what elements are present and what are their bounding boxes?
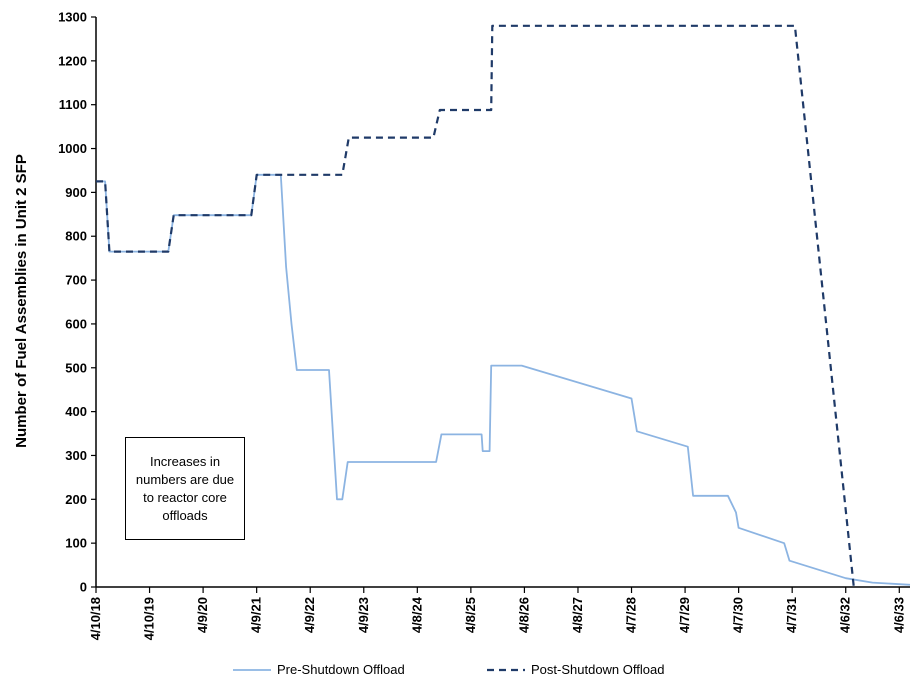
y-tick-label: 1000 (58, 141, 87, 156)
x-ticks: 4/10/18 4/10/19 4/9/20 4/9/21 4/9/22 4/9/23 4/… (88, 587, 906, 640)
x-tick-label: 4/8/27 (570, 597, 585, 633)
x-tick-label: 4/9/21 (249, 597, 264, 633)
series-line-post-shutdown (96, 24, 855, 588)
x-tick-label: 4/7/28 (624, 597, 639, 633)
x-tick-label: 4/8/25 (463, 597, 478, 633)
y-tick-label: 0 (80, 580, 87, 595)
x-tick-label: 4/7/31 (784, 597, 799, 633)
series-layer (96, 24, 911, 588)
x-tick-label: 4/10/19 (142, 597, 157, 640)
y-tick-label: 300 (65, 448, 87, 463)
y-tick-label: 1100 (59, 97, 87, 112)
x-tick-label: 4/8/26 (516, 597, 531, 633)
x-tick-label: 4/9/22 (302, 597, 317, 633)
y-tick-label: 900 (65, 185, 87, 200)
y-tick-label: 1200 (58, 53, 87, 68)
y-tick-label: 200 (65, 492, 87, 507)
legend: Pre-Shutdown Offload Post-Shutdown Offloa… (233, 662, 664, 677)
y-tick-label: 700 (65, 273, 87, 288)
y-axis-label-group: Number of Fuel Assemblies in Unit 2 SFP (13, 154, 30, 448)
series-line-pre-shutdown (96, 173, 911, 586)
x-tick-label: 4/9/20 (195, 597, 210, 633)
x-tick-label: 4/10/18 (88, 597, 103, 640)
y-tick-label: 100 (65, 536, 87, 551)
x-tick-label: 4/7/29 (677, 597, 692, 633)
y-tick-label: 600 (65, 316, 87, 331)
y-tick-label: 800 (65, 229, 87, 244)
x-tick-label: 4/8/24 (409, 596, 424, 633)
y-ticks: 0 100 200 300 400 500 600 700 800 900 1000 1100 1200… (58, 10, 96, 595)
x-tick-label: 4/6/32 (838, 597, 853, 633)
annotation-box: Increases in numbers are due to reactor … (125, 437, 245, 540)
y-tick-label: 500 (65, 360, 87, 375)
x-tick-label: 4/6/33 (891, 597, 906, 633)
axes (95, 17, 910, 588)
x-tick-label: 4/7/30 (731, 597, 746, 633)
annotation-text: Increases in numbers are due to reactor … (135, 453, 235, 523)
legend-label: Pre-Shutdown Offload (277, 662, 405, 677)
legend-label: Post-Shutdown Offload (531, 662, 664, 677)
x-tick-label: 4/9/23 (356, 597, 371, 633)
y-tick-label: 1300 (58, 10, 87, 25)
y-tick-label: 400 (65, 404, 87, 419)
y-axis-label: Number of Fuel Assemblies in Unit 2 SFP (13, 154, 30, 448)
